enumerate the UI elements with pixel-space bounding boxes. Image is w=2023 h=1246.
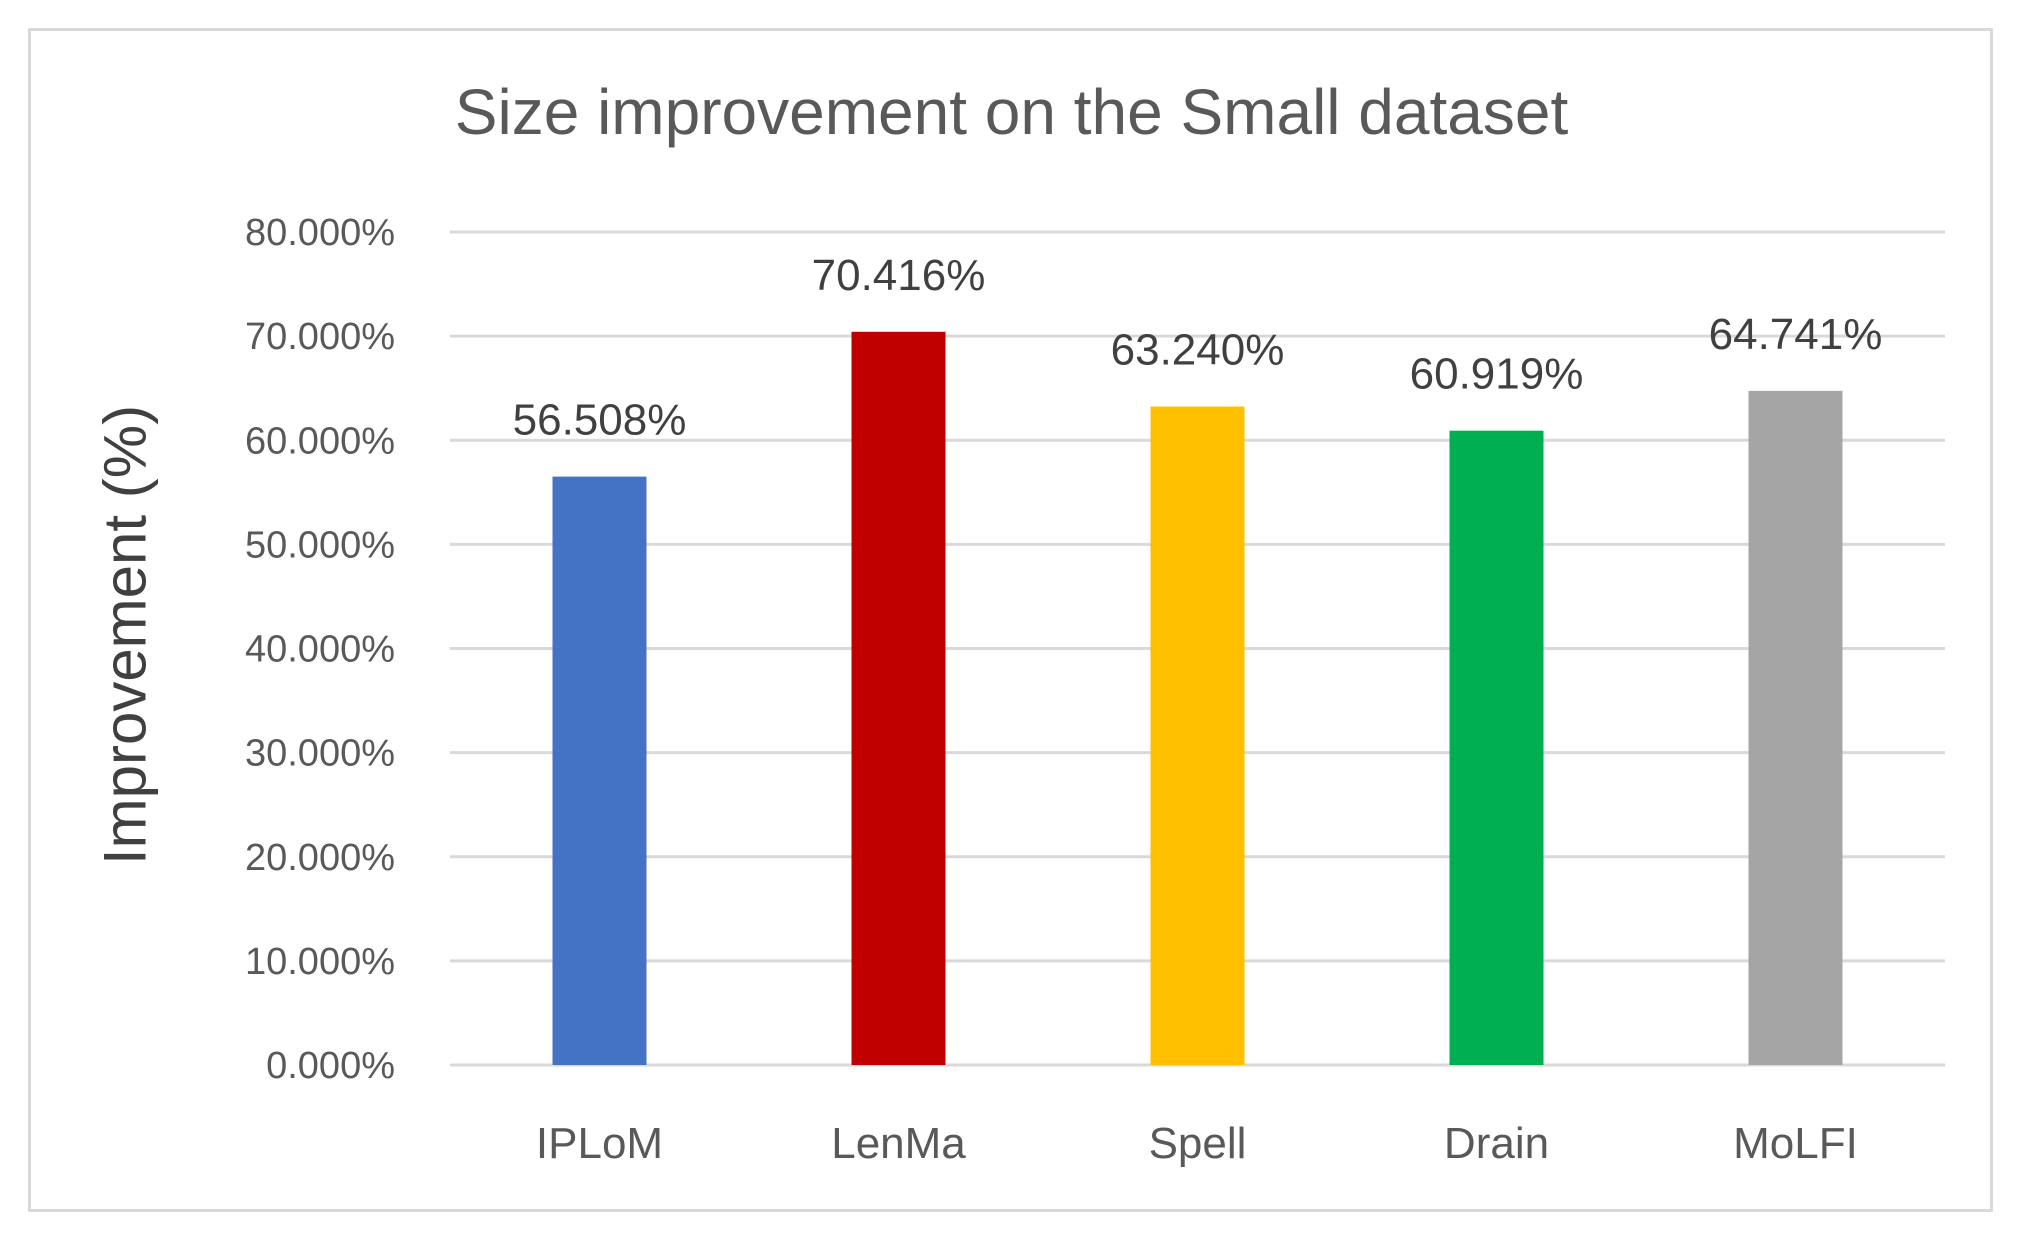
y-tick-label: 30.000%	[245, 733, 395, 775]
data-label-molfi: 64.741%	[1709, 310, 1883, 359]
y-tick-label: 10.000%	[245, 941, 395, 983]
bar-iplom	[552, 476, 647, 1065]
data-label-iplom: 56.508%	[513, 396, 687, 445]
data-label-spell: 63.240%	[1111, 326, 1285, 375]
x-tick-label-spell: Spell	[1149, 1119, 1247, 1168]
y-tick-label: 80.000%	[245, 212, 395, 254]
x-tick-label-drain: Drain	[1444, 1119, 1549, 1168]
x-axis-ticks: IPLoM LenMa Spell Drain MoLFI	[536, 1119, 1858, 1168]
x-tick-label-lenma: LenMa	[831, 1119, 966, 1168]
y-tick-label: 60.000%	[245, 420, 395, 462]
x-tick-label-iplom: IPLoM	[536, 1119, 663, 1168]
bars	[552, 331, 1843, 1065]
bar-molfi	[1748, 390, 1843, 1065]
y-tick-label: 20.000%	[245, 837, 395, 879]
bar-drain	[1449, 430, 1544, 1065]
chart-frame	[28, 28, 1993, 1212]
data-label-drain: 60.919%	[1410, 350, 1584, 399]
y-axis-ticks: 0.000% 10.000% 20.000% 30.000% 40.000% 50.000…	[245, 212, 395, 1087]
y-tick-label: 50.000%	[245, 524, 395, 566]
chart-title: Size improvement on the Small dataset	[454, 76, 1569, 148]
y-tick-label: 40.000%	[245, 629, 395, 671]
y-tick-label: 70.000%	[245, 316, 395, 358]
bar-lenma	[851, 331, 946, 1065]
data-label-lenma: 70.416%	[812, 251, 986, 300]
bar-spell	[1150, 406, 1245, 1065]
data-labels: 56.508% 70.416% 63.240% 60.919% 64.741%	[513, 251, 1883, 445]
y-tick-label: 0.000%	[266, 1045, 395, 1087]
x-tick-label-molfi: MoLFI	[1733, 1119, 1858, 1168]
